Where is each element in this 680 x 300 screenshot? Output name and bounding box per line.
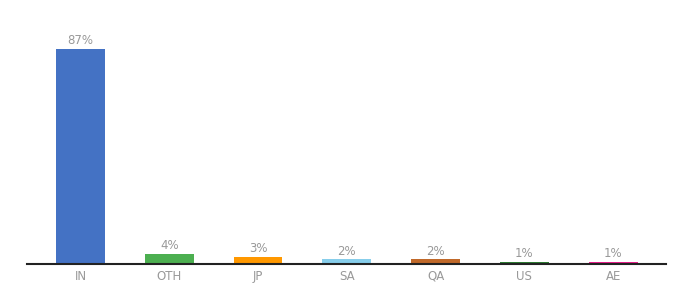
- Text: 4%: 4%: [160, 239, 179, 252]
- Text: 1%: 1%: [515, 247, 534, 260]
- Text: 87%: 87%: [67, 34, 93, 47]
- Text: 2%: 2%: [337, 245, 356, 258]
- Bar: [322, 259, 371, 264]
- Bar: [145, 254, 194, 264]
- Bar: [56, 49, 105, 264]
- Text: 2%: 2%: [426, 245, 445, 258]
- Bar: [589, 262, 638, 264]
- Text: 1%: 1%: [604, 247, 622, 260]
- Bar: [411, 259, 460, 264]
- Bar: [500, 262, 549, 264]
- Bar: [234, 256, 282, 264]
- Text: 3%: 3%: [249, 242, 267, 255]
